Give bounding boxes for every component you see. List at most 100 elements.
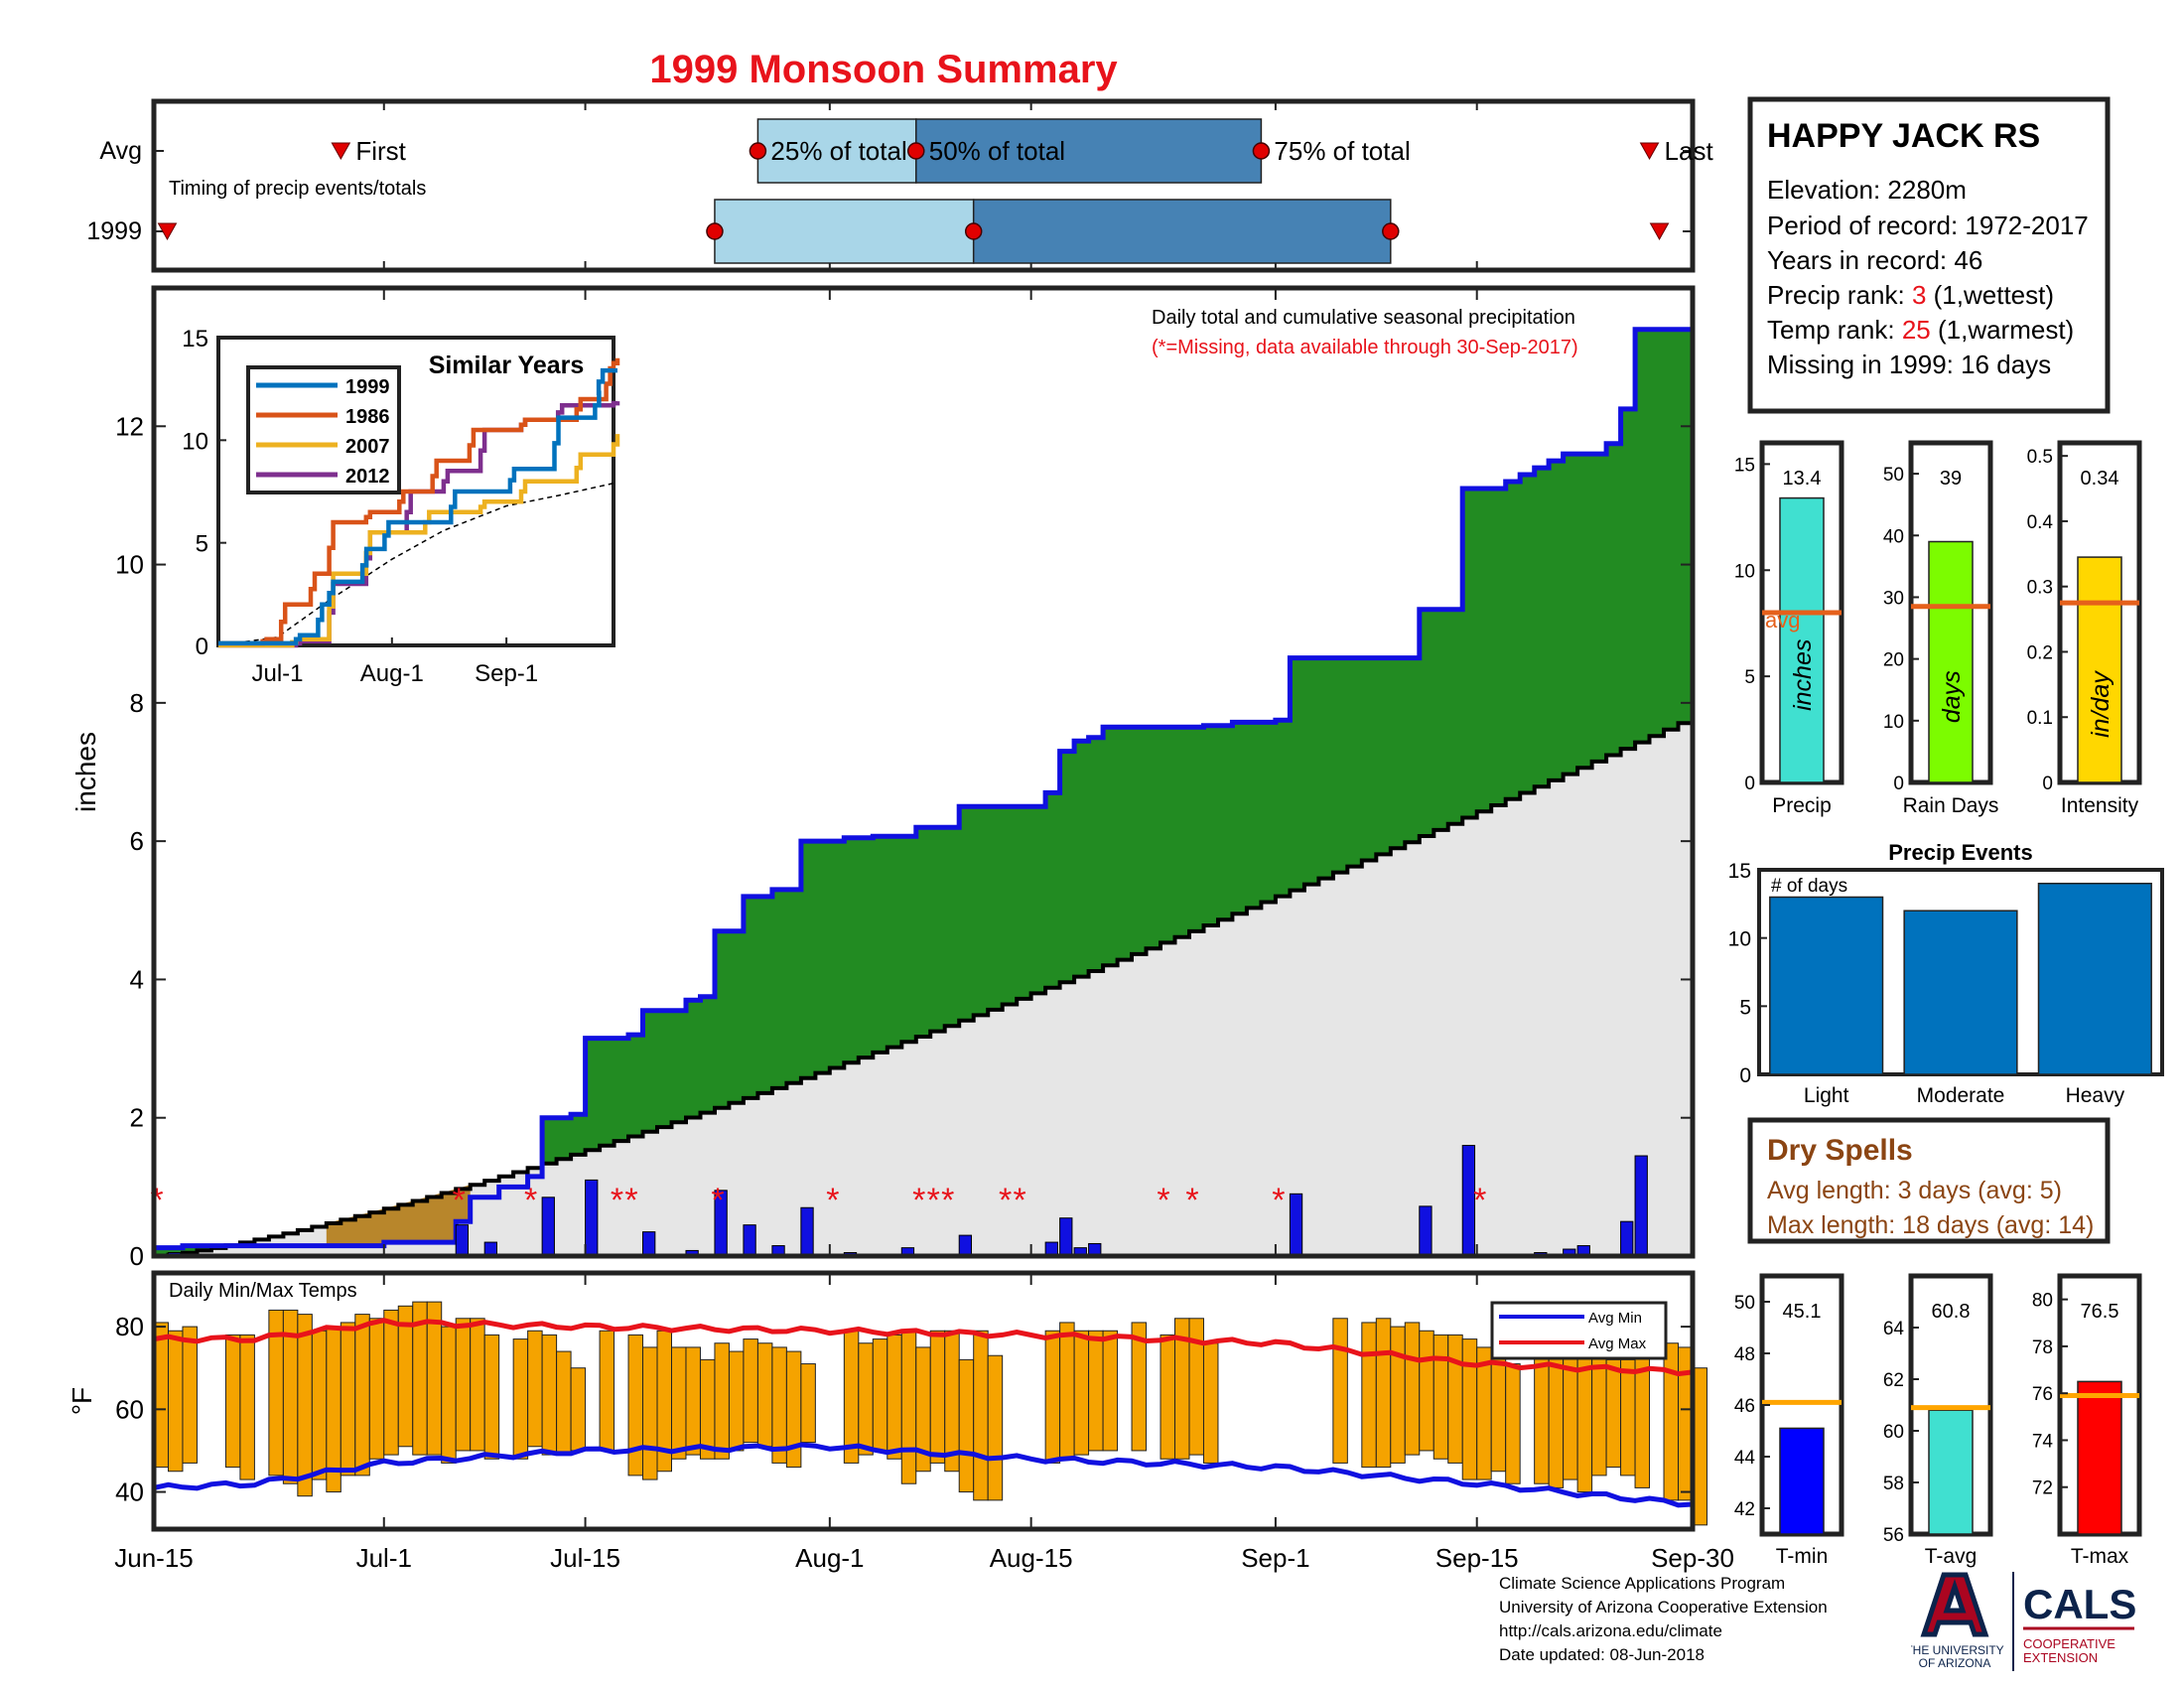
- station-missing: Missing in 1999: 16 days: [1767, 350, 2051, 379]
- daily-temp-bar: [354, 1314, 370, 1477]
- temp-avg-max-line: [153, 1318, 1694, 1377]
- temp-y-tick-label: 80: [115, 1312, 144, 1341]
- daily-temp-bar: [1447, 1334, 1463, 1464]
- mini-y-tick-label: 56: [1883, 1525, 1904, 1546]
- mini-bar-Rain Days: [1928, 540, 1974, 783]
- mini-y-tick-label: 0.3: [2027, 578, 2053, 599]
- temp-rank-label: Temp rank:: [1767, 315, 1902, 345]
- mini-bar-T-max: [2077, 1380, 2122, 1535]
- daily-temp-bar: [800, 1363, 816, 1444]
- timing-p25-dot-avg: [749, 142, 767, 160]
- inset-series-line-1999: [217, 367, 617, 646]
- mini-bar-T-avg: [1928, 1409, 1974, 1535]
- daily-temp-bar: [1361, 1322, 1377, 1469]
- mini-y-tick-label: 15: [1734, 455, 1755, 476]
- mini-y-tick-label: 48: [1734, 1344, 1755, 1365]
- precip-events-bar-Moderate: [1903, 910, 2018, 1075]
- inset-x-tick-label: Sep-1: [475, 660, 538, 687]
- station-temp-rank: Temp rank: 25 (1,warmest): [1767, 315, 2074, 345]
- daily-temp-bar: [570, 1367, 587, 1452]
- date-axis-tick-label: Sep-1: [1241, 1543, 1309, 1573]
- daily-temp-bar: [441, 1326, 457, 1464]
- date-axis-tick-label: Jul-15: [550, 1543, 620, 1573]
- inset-legend-label-2007: 2007: [345, 436, 390, 458]
- mini-y-tick-label: 80: [2032, 1291, 2053, 1312]
- timing-p50-dot-year: [964, 222, 983, 240]
- daily-temp-bar: [1591, 1350, 1607, 1477]
- mini-y-tick-label: 0: [1744, 774, 1755, 794]
- mini-y-tick-label: 30: [1883, 588, 1904, 609]
- date-axis-tick-label: Aug-1: [795, 1543, 864, 1573]
- daily-temp-bar: [1505, 1363, 1521, 1484]
- timing-label-first: First: [355, 136, 406, 166]
- mini-y-tick-label: 72: [2032, 1478, 2053, 1499]
- inset-y-tick-label: 0: [196, 633, 208, 660]
- dry-spells-title: Dry Spells: [1767, 1134, 1913, 1167]
- daily-temp-bar: [182, 1326, 198, 1464]
- precip-events-y-tick-label: 15: [1728, 860, 1751, 883]
- inset-y-tick-label: 10: [182, 428, 208, 455]
- missing-day-marker: *: [1185, 1182, 1198, 1219]
- timing-label-p50: 50% of total: [929, 136, 1065, 166]
- daily-temp-bar: [858, 1342, 874, 1456]
- cumulative-1999-line: [153, 327, 1693, 1251]
- inset-series-line-1986: [217, 357, 620, 646]
- inset-x-tick-label: Aug-1: [360, 660, 424, 687]
- daily-temp-bar: [470, 1318, 485, 1452]
- missing-day-marker: *: [912, 1182, 925, 1219]
- mini-value-label-T-max: 76.5: [2081, 1301, 2119, 1323]
- mini-value-label-T-min: 45.1: [1783, 1301, 1822, 1323]
- station-precip-rank: Precip rank: 3 (1,wettest): [1767, 280, 2054, 310]
- precip-events-category-Light: Light: [1804, 1084, 1849, 1107]
- dry-spells-max-length: Max length: 18 days (avg: 14): [1767, 1211, 2094, 1239]
- daily-temp-bar: [699, 1358, 716, 1460]
- daily-temp-bar: [958, 1358, 975, 1493]
- daily-temp-bar: [944, 1330, 960, 1473]
- cals-line2: EXTENSION: [2023, 1650, 2098, 1665]
- precip-events-y-tick-label: 0: [1739, 1064, 1751, 1087]
- mini-y-tick-label: 10: [1734, 561, 1755, 582]
- ua-logo-line2: OF ARIZONA: [1919, 1656, 1991, 1670]
- daily-temp-bar: [383, 1309, 399, 1456]
- temp-y-axis-label: °F: [67, 1387, 97, 1415]
- mini-y-tick-label: 74: [2032, 1431, 2054, 1452]
- inset-y-tick-label: 5: [196, 531, 208, 558]
- temp-rank-suffix: (1,warmest): [1931, 315, 2074, 345]
- mini-y-tick-label: 0.2: [2027, 642, 2053, 663]
- cumulative-average-line: [154, 716, 1695, 1258]
- cals-logo: CALS COOPERATIVE EXTENSION: [2023, 1581, 2136, 1665]
- main-y-axis-label: inches: [70, 732, 101, 812]
- inset-legend-label-1999: 1999: [345, 376, 390, 398]
- station-info-frame: [1747, 96, 2111, 414]
- daily-temp-bar: [541, 1334, 558, 1456]
- daily-temp-bar: [627, 1334, 644, 1477]
- daily-temp-bar: [843, 1330, 860, 1464]
- mini-y-tick-label: 10: [1883, 712, 1904, 733]
- mini-value-label-T-avg: 60.8: [1932, 1301, 1971, 1323]
- daily-temp-bar: [1404, 1322, 1421, 1456]
- daily-temp-bar: [1563, 1338, 1578, 1480]
- footer-url[interactable]: http://cals.arizona.edu/climate: [1499, 1621, 1722, 1640]
- main-y-tick-label: 12: [115, 411, 144, 441]
- daily-temp-bar: [1663, 1342, 1680, 1501]
- cals-line1: COOPERATIVE: [2023, 1636, 2116, 1651]
- daily-temp-bar: [670, 1346, 687, 1460]
- footer-program: Climate Science Applications Program: [1499, 1574, 1786, 1593]
- mini-y-tick-label: 78: [2032, 1337, 2053, 1358]
- daily-temp-bar: [900, 1330, 917, 1484]
- missing-day-marker: *: [453, 1182, 466, 1219]
- timing-row-label-avg: Avg: [99, 137, 142, 165]
- mini-value-label-Rain Days: 39: [1940, 468, 1962, 490]
- daily-temp-bar: [426, 1301, 443, 1456]
- timing-label-p25: 25% of total: [770, 136, 906, 166]
- date-axis-tick-label: Aug-15: [990, 1543, 1073, 1573]
- mini-y-tick-label: 0: [2042, 774, 2053, 794]
- missing-day-marker: *: [927, 1182, 940, 1219]
- temp-legend-label-min: Avg Min: [1588, 1310, 1642, 1327]
- precip-events-bar-Heavy: [2037, 882, 2152, 1075]
- main-y-tick-label: 0: [130, 1241, 144, 1271]
- daily-temp-bar: [297, 1314, 313, 1497]
- temp-title: Daily Min/Max Temps: [169, 1280, 357, 1302]
- precip-rank-value: 3: [1912, 280, 1926, 310]
- timing-p50-dot-avg: [907, 142, 925, 160]
